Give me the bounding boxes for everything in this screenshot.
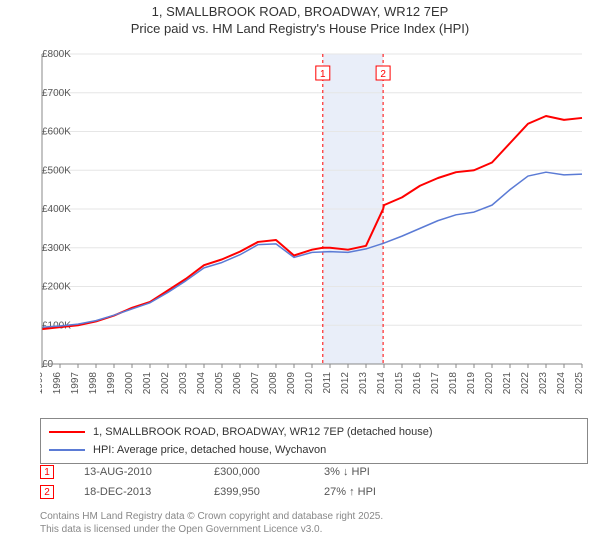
marker-price: £300,000 (214, 466, 294, 478)
marker-row: 2 18-DEC-2013 £399,950 27% ↑ HPI (40, 482, 588, 502)
svg-text:2019: 2019 (466, 372, 477, 395)
svg-text:2012: 2012 (340, 372, 351, 395)
svg-text:2001: 2001 (142, 372, 153, 395)
svg-text:£600K: £600K (42, 127, 71, 138)
svg-text:2023: 2023 (538, 372, 549, 395)
svg-text:£400K: £400K (42, 204, 71, 215)
svg-text:2009: 2009 (286, 372, 297, 395)
svg-text:£200K: £200K (42, 282, 71, 293)
svg-text:2011: 2011 (322, 372, 333, 394)
svg-text:2: 2 (380, 69, 386, 80)
title-block: 1, SMALLBROOK ROAD, BROADWAY, WR12 7EP P… (0, 0, 600, 38)
svg-text:2002: 2002 (160, 372, 171, 395)
svg-text:2004: 2004 (196, 372, 207, 395)
svg-text:£800K: £800K (42, 49, 71, 60)
marker-badge: 1 (40, 465, 54, 479)
marker-row: 1 13-AUG-2010 £300,000 3% ↓ HPI (40, 462, 588, 482)
marker-delta: 27% ↑ HPI (324, 486, 414, 498)
svg-text:1998: 1998 (88, 372, 99, 395)
svg-text:1996: 1996 (52, 372, 63, 395)
svg-text:2015: 2015 (394, 372, 405, 395)
legend: 1, SMALLBROOK ROAD, BROADWAY, WR12 7EP (… (40, 418, 588, 464)
legend-item: 1, SMALLBROOK ROAD, BROADWAY, WR12 7EP (… (49, 423, 579, 441)
marker-badge: 2 (40, 485, 54, 499)
legend-swatch (49, 449, 85, 451)
marker-price: £399,950 (214, 486, 294, 498)
svg-text:£700K: £700K (42, 88, 71, 99)
svg-text:2007: 2007 (250, 372, 261, 395)
svg-text:2021: 2021 (502, 372, 513, 395)
title-subtitle: Price paid vs. HM Land Registry's House … (0, 21, 600, 38)
svg-text:2003: 2003 (178, 372, 189, 395)
svg-text:1: 1 (320, 69, 326, 80)
title-address: 1, SMALLBROOK ROAD, BROADWAY, WR12 7EP (0, 4, 600, 21)
svg-text:2010: 2010 (304, 372, 315, 395)
marker-delta: 3% ↓ HPI (324, 466, 414, 478)
legend-label: 1, SMALLBROOK ROAD, BROADWAY, WR12 7EP (… (93, 426, 433, 438)
svg-text:2016: 2016 (412, 372, 423, 395)
svg-text:2025: 2025 (574, 372, 585, 395)
svg-text:2024: 2024 (556, 372, 567, 395)
legend-item: HPI: Average price, detached house, Wych… (49, 441, 579, 459)
svg-text:£500K: £500K (42, 165, 71, 176)
svg-text:1999: 1999 (106, 372, 117, 395)
legend-label: HPI: Average price, detached house, Wych… (93, 444, 326, 456)
svg-text:2008: 2008 (268, 372, 279, 395)
svg-text:2022: 2022 (520, 372, 531, 395)
svg-text:1997: 1997 (70, 372, 81, 395)
footer: Contains HM Land Registry data © Crown c… (40, 510, 588, 536)
marker-date: 13-AUG-2010 (84, 466, 184, 478)
footer-line2: This data is licensed under the Open Gov… (40, 523, 588, 536)
svg-text:2014: 2014 (376, 372, 387, 395)
svg-text:£300K: £300K (42, 243, 71, 254)
line-chart: £0£100K£200K£300K£400K£500K£600K£700K£80… (40, 48, 588, 408)
svg-text:2005: 2005 (214, 372, 225, 395)
chart-container: 1, SMALLBROOK ROAD, BROADWAY, WR12 7EP P… (0, 0, 600, 560)
footer-line1: Contains HM Land Registry data © Crown c… (40, 510, 588, 523)
svg-text:1995: 1995 (40, 372, 45, 395)
svg-text:2006: 2006 (232, 372, 243, 395)
legend-swatch (49, 431, 85, 433)
svg-text:2013: 2013 (358, 372, 369, 395)
svg-text:2018: 2018 (448, 372, 459, 395)
svg-text:2020: 2020 (484, 372, 495, 395)
marker-date: 18-DEC-2013 (84, 486, 184, 498)
marker-table: 1 13-AUG-2010 £300,000 3% ↓ HPI 2 18-DEC… (40, 462, 588, 502)
svg-text:2017: 2017 (430, 372, 441, 395)
svg-text:2000: 2000 (124, 372, 135, 395)
